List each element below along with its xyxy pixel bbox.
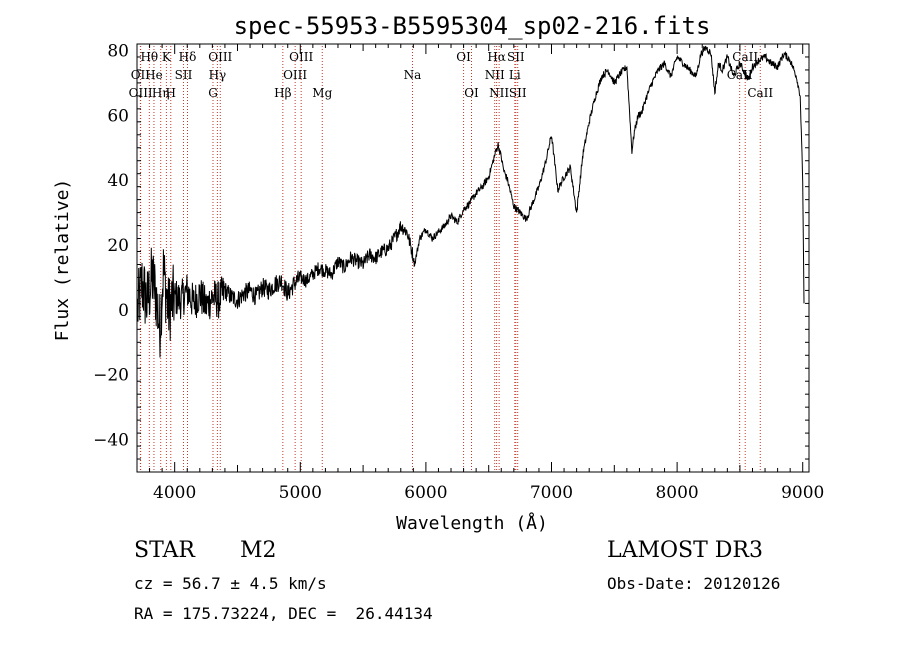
spectral-line-label: CaII [732,50,758,64]
spectral-line-label: He [145,68,163,82]
spectral-line-label: SII [509,86,527,100]
x-tick-label: 6000 [404,483,447,503]
x-tick-label: 9000 [781,483,824,503]
spectral-line-label: OIII [129,86,153,100]
x-tick-label: 8000 [655,483,698,503]
spectral-line-label: SII [175,68,193,82]
spectral-line-label: Hη [152,86,170,100]
y-tick-label: 40 [107,171,129,191]
spectral-line-label: Na [404,68,422,82]
survey-name: LAMOST DR3 [607,538,763,563]
spectral-line-label: Hγ [209,68,227,82]
y-tick-label: 20 [107,236,129,256]
spectral-line-label: OI [464,86,479,100]
coordinates: RA = 175.73224, DEC = 26.44134 [134,604,433,623]
y-tick-label: 60 [107,106,129,126]
spectral-line-label: Li [509,68,521,82]
spectral-line-label: NII [489,86,509,100]
observation-date: Obs-Date: 20120126 [607,574,781,593]
spectral-line-label: OII [131,68,151,82]
y-tick-label: −20 [93,366,129,386]
plot-frame [136,43,810,473]
x-tick-label: 7000 [530,483,573,503]
spectral-line-label: G [208,86,218,100]
spectral-line-label: Hα [487,50,506,64]
object-subclass: M2 [240,538,277,563]
axis-ticks [136,43,809,473]
y-tick-label: 0 [118,301,129,321]
y-tick-label: −40 [93,431,129,451]
spectral-line-label: Hβ [274,86,291,100]
flux-series-line [137,45,805,358]
x-tick-label: 4000 [153,483,196,503]
spectral-line-label: OI [456,50,471,64]
redshift-velocity: cz = 56.7 ± 4.5 km/s [134,574,327,593]
spectral-line-label: Hθ [140,50,158,64]
spectral-line-label: OIII [283,68,307,82]
y-tick-label: 80 [107,41,129,61]
spectral-line-label: OIII [208,50,232,64]
y-axis-label: Flux (relative) [52,179,73,342]
spectral-line-label: H [166,86,176,100]
spectral-line-label: Hδ [179,50,197,64]
spectral-line-label: CaII [747,86,773,100]
spectral-line-label: OIII [289,50,313,64]
y-tick-labels: −40 −20 0 20 40 60 80 [93,41,129,450]
x-tick-label: 5000 [279,483,322,503]
x-axis-label: Wavelength (Å) [396,512,548,534]
spectral-line-label: SII [507,50,525,64]
spectral-line-label: Mg [312,86,332,100]
chart-title: spec-55953-B5595304_sp02-216.fits [234,12,711,40]
spectral-line-label: NII [485,68,505,82]
object-class: STAR [134,538,195,563]
spectral-line-markers [139,46,761,472]
x-tick-labels: 4000 5000 6000 7000 8000 9000 [153,483,824,503]
spectral-line-label: K [162,50,172,64]
